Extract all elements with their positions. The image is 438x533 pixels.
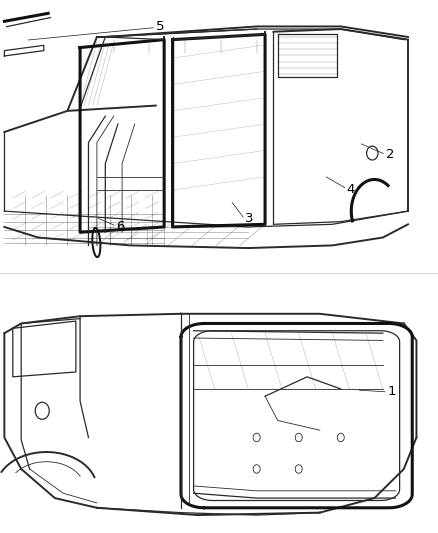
- Text: 2: 2: [385, 148, 394, 161]
- Text: 6: 6: [116, 220, 125, 233]
- Text: 4: 4: [346, 183, 355, 196]
- Text: 1: 1: [388, 385, 396, 398]
- Text: 3: 3: [245, 212, 254, 225]
- Text: 5: 5: [155, 20, 164, 33]
